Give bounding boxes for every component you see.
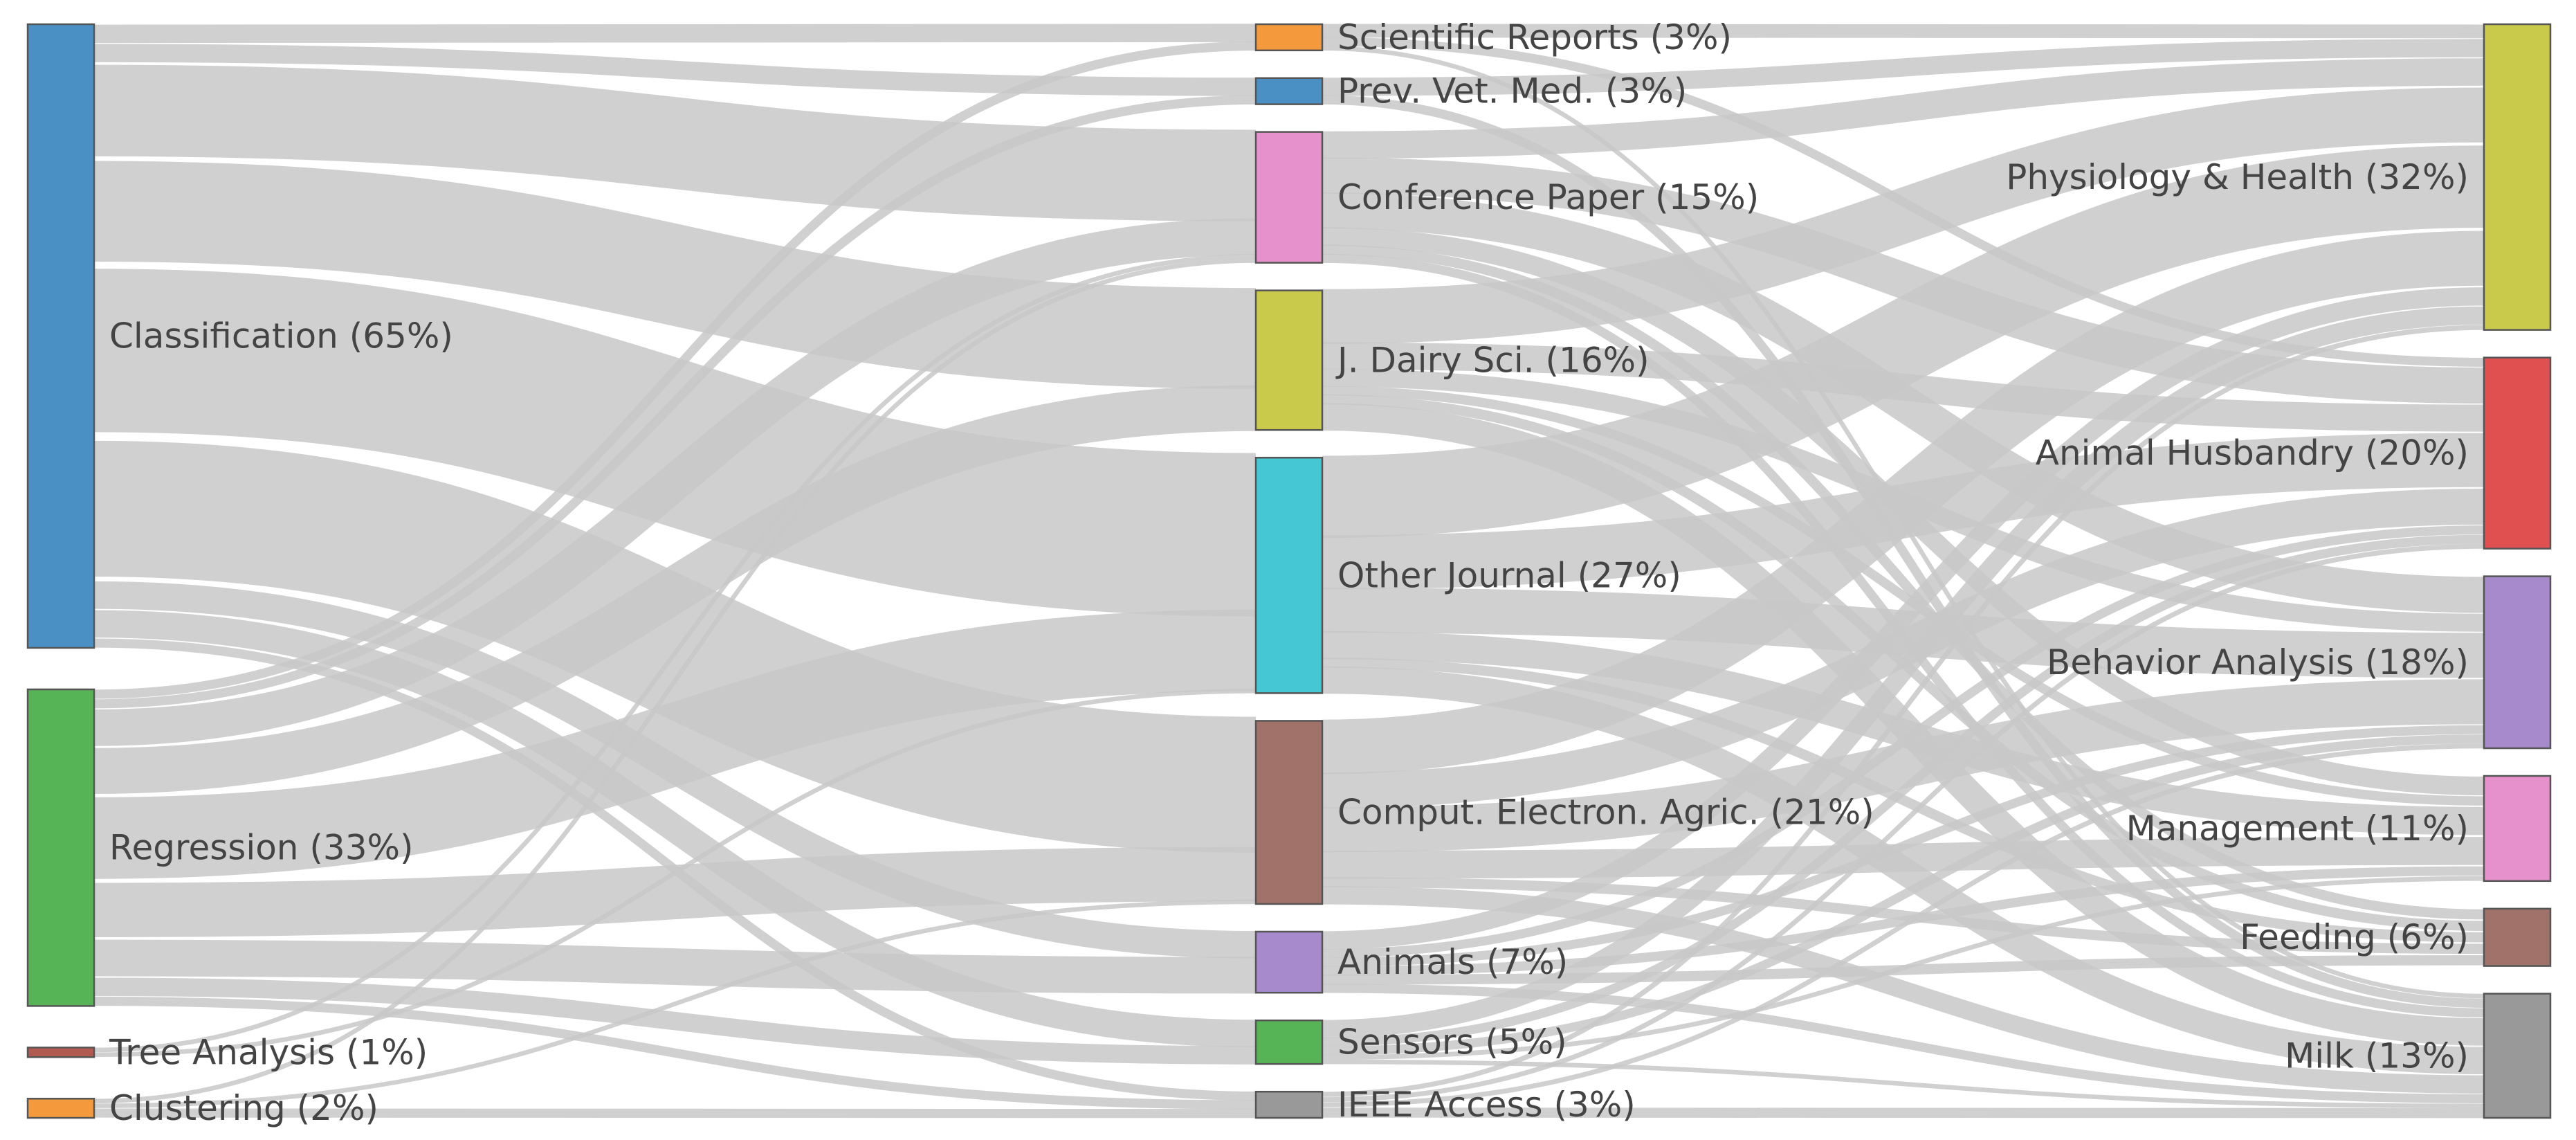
node-label-jds: J. Dairy Sci. (16%) xyxy=(1335,340,1650,380)
link-animals-phys xyxy=(1322,287,2485,950)
link-clustering-conf xyxy=(93,258,1257,1104)
node-label-classification: Classification (65%) xyxy=(109,316,453,356)
link-animals-mgmt xyxy=(1322,866,2485,976)
link-clustering-ieee xyxy=(93,1108,1257,1119)
node-milk xyxy=(2483,993,2552,1119)
node-mgmt xyxy=(2483,775,2552,883)
link-other-mgmt xyxy=(1322,631,2485,835)
link-cea-feed xyxy=(1322,877,2485,954)
link-tree-conf xyxy=(93,253,1257,1053)
link-ieee-milk xyxy=(1322,1107,2485,1119)
node-behav xyxy=(2483,575,2552,750)
node-clustering xyxy=(26,1098,95,1119)
link-other-feed xyxy=(1322,658,2485,943)
link-regression-jds xyxy=(93,385,1257,794)
node-label-feed: Feeding (6%) xyxy=(2240,917,2469,957)
link-cea-mgmt xyxy=(1322,837,2485,879)
link-animals-husb xyxy=(1322,525,2485,958)
node-sensors xyxy=(1254,1019,1324,1065)
link-conf-phys xyxy=(1322,58,2485,159)
node-jds xyxy=(1254,289,1324,431)
link-regression-sensors xyxy=(93,977,1257,1065)
link-classification-sci xyxy=(93,24,1257,44)
node-label-ieee: IEEE Access (3%) xyxy=(1337,1085,1636,1125)
link-regression-sci xyxy=(93,41,1257,699)
link-animals-milk xyxy=(1322,984,2485,1103)
link-sensors-phys xyxy=(1322,306,2485,1038)
link-ieee-phys xyxy=(1322,325,2485,1097)
node-cea xyxy=(1254,720,1324,905)
node-label-phys: Physiology & Health (32%) xyxy=(2006,157,2469,197)
node-label-prev: Prev. Vet. Med. (3%) xyxy=(1337,71,1687,111)
link-regression-cea xyxy=(93,847,1257,938)
link-classification-jds xyxy=(93,161,1257,389)
link-classification-cea xyxy=(93,440,1257,853)
node-label-sensors: Sensors (5%) xyxy=(1337,1022,1567,1062)
node-classification xyxy=(26,23,95,649)
link-regression-conf xyxy=(93,218,1257,746)
node-label-regression: Regression (33%) xyxy=(109,828,414,868)
link-ieee-behav xyxy=(1322,743,2485,1107)
node-husb xyxy=(2483,356,2552,550)
node-phys xyxy=(2483,23,2552,331)
node-label-tree: Tree Analysis (1%) xyxy=(109,1032,428,1072)
link-regression-other xyxy=(93,609,1257,879)
node-ieee xyxy=(1254,1090,1324,1119)
link-cea-behav xyxy=(1322,679,2485,853)
node-label-clustering: Clustering (2%) xyxy=(109,1088,378,1128)
node-label-mgmt: Management (11%) xyxy=(2126,808,2469,849)
link-tree-other xyxy=(93,689,1257,1058)
node-label-other: Other Journal (27%) xyxy=(1337,555,1681,595)
link-jds-phys xyxy=(1322,87,2485,344)
link-regression-prev xyxy=(93,95,1257,709)
node-tree xyxy=(26,1047,95,1058)
link-classification-other xyxy=(93,269,1257,617)
link-classification-conf xyxy=(93,64,1257,221)
node-label-conf: Conference Paper (15%) xyxy=(1337,177,1759,217)
link-regression-ieee xyxy=(93,996,1257,1110)
link-clustering-cea xyxy=(93,899,1257,1108)
node-conf xyxy=(1254,131,1324,264)
node-label-sci: Scientific Reports (3%) xyxy=(1337,17,1732,57)
node-label-milk: Milk (13%) xyxy=(2285,1035,2469,1076)
node-feed xyxy=(2483,907,2552,967)
node-sci xyxy=(1254,23,1324,52)
node-label-behav: Behavior Analysis (18%) xyxy=(2047,642,2469,682)
link-sci-phys xyxy=(1322,24,2485,39)
node-regression xyxy=(26,688,95,1007)
link-sensors-behav xyxy=(1322,734,2485,1056)
link-sensors-husb xyxy=(1322,534,2485,1047)
node-other xyxy=(1254,456,1324,694)
link-cea-phys xyxy=(1322,230,2485,775)
link-jds-mgmt xyxy=(1322,386,2485,806)
link-regression-animals xyxy=(93,939,1257,994)
link-other-phys xyxy=(1322,145,2485,539)
link-prev-phys xyxy=(1322,39,2485,96)
nodes-layer: Classification (65%) Regression (33%) Tree… xyxy=(26,17,2552,1128)
link-ieee-husb xyxy=(1322,543,2485,1103)
node-prev xyxy=(1254,77,1324,105)
links-layer xyxy=(93,24,2485,1119)
link-cea-husb xyxy=(1322,488,2485,809)
node-label-husb: Animal Husbandry (20%) xyxy=(2036,433,2469,473)
node-label-animals: Animals (7%) xyxy=(1337,942,1568,982)
node-animals xyxy=(1254,930,1324,994)
link-animals-behav xyxy=(1322,725,2485,967)
node-label-cea: Comput. Electron. Agric. (21%) xyxy=(1337,793,1874,833)
